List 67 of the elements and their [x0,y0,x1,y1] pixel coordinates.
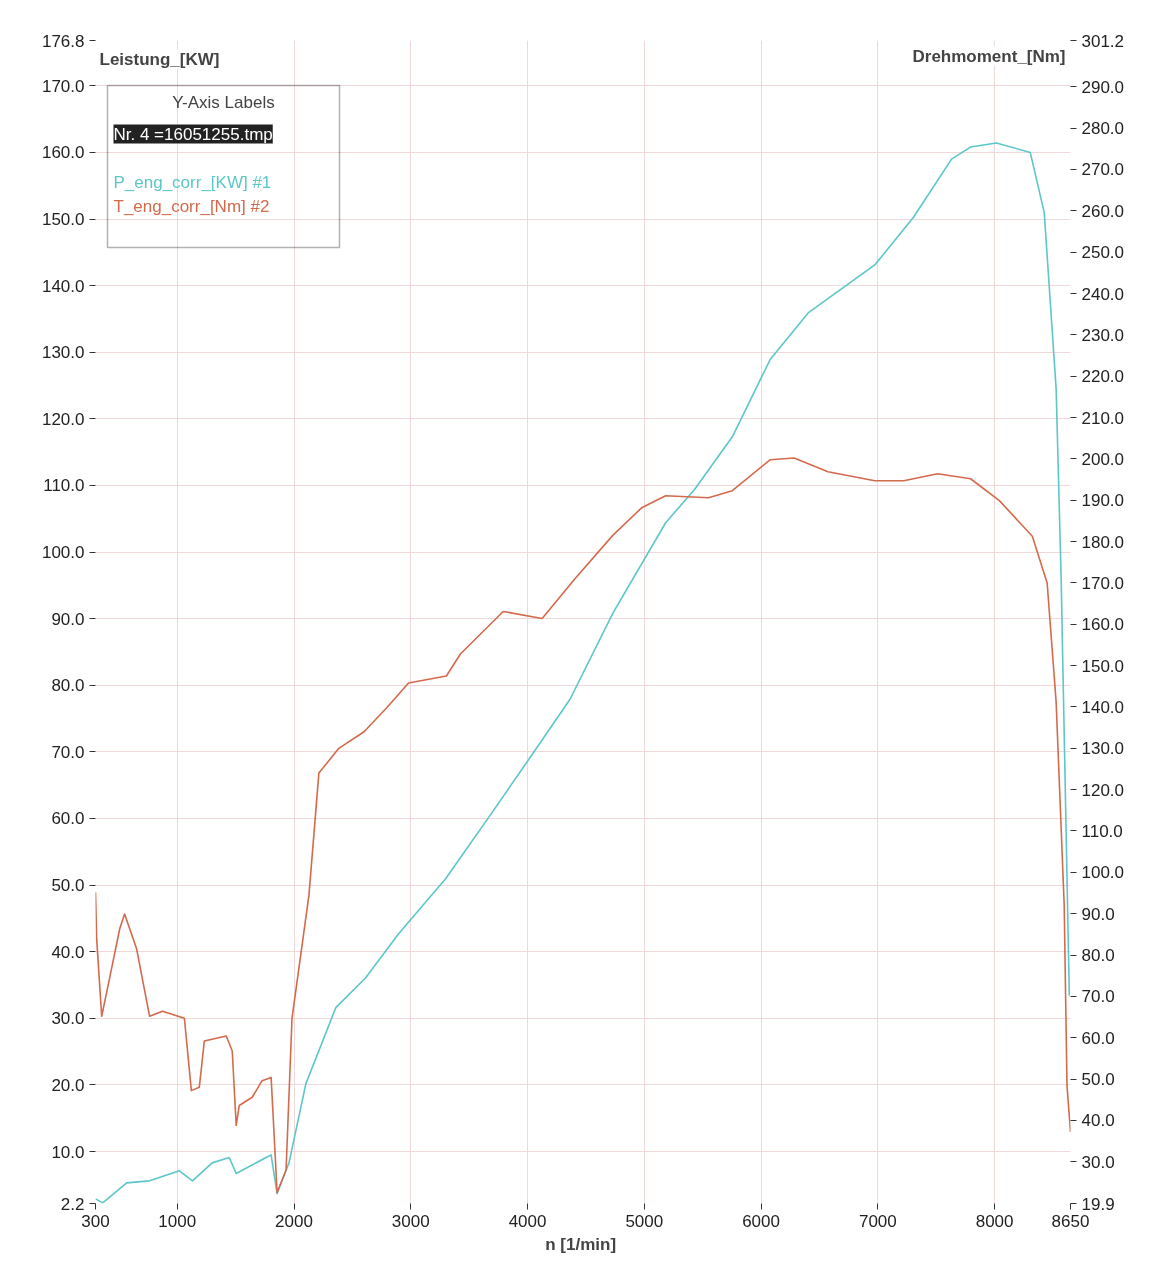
y2-tick-label: 90.0 [1081,904,1115,924]
y2-tick-label: 50.0 [1081,1070,1115,1090]
y-tick-label: 120.0 [41,409,85,429]
y2-tick-label: 260.0 [1081,201,1125,221]
y2-tick-label: 60.0 [1081,1028,1115,1048]
y-axis-title: Leistung_[KW] [99,49,220,69]
y2-tick-label: 120.0 [1081,780,1125,800]
y-tick-label: 90.0 [51,609,85,629]
y-tick-label: 40.0 [51,942,85,962]
y2-tick-label: 30.0 [1081,1152,1115,1172]
y2-tick-label: 240.0 [1081,284,1125,304]
y2-tick-label: 190.0 [1081,491,1125,511]
y-tick-label: 176.8 [41,31,85,51]
legend-title: Y-Axis Labels [172,92,275,112]
y2-tick-label: 200.0 [1081,449,1125,469]
y2-axis-title: Drehmoment_[Nm] [912,46,1066,66]
x-tick-label: 5000 [625,1211,664,1231]
x-tick-label: 4000 [508,1211,547,1231]
x-tick-label: 3000 [391,1211,430,1231]
y2-tick-label: 19.9 [1081,1194,1115,1214]
y2-tick-label: 80.0 [1081,946,1115,966]
x-tick-label: 2000 [275,1211,313,1231]
y2-tick-label: 130.0 [1081,739,1125,759]
y-tick-label: 140.0 [41,276,85,296]
y2-tick-label: 220.0 [1081,367,1125,387]
text: T_eng_corr_[Nm] #2 [113,196,270,216]
y-tick-label: 20.0 [51,1075,85,1095]
y2-tick-label: 301.2 [1081,31,1125,51]
line-series [95,142,1071,1204]
y2-tick-label: 210.0 [1081,408,1125,428]
text: P_eng_corr_[KW] #1 [113,172,272,192]
x-tick-label: 8000 [975,1211,1014,1231]
x-axis-title: n [1/min] [545,1234,617,1254]
x-tick-label: 7000 [858,1211,897,1231]
y-tick-label: 160.0 [41,143,85,163]
y-tick-label: 130.0 [41,343,85,363]
y2-tick-label: 230.0 [1081,325,1125,345]
y2-tick-label: 160.0 [1081,615,1125,635]
y-tick-label: 70.0 [51,742,85,762]
y2-tick-label: 290.0 [1081,77,1125,97]
y2-tick-label: 140.0 [1081,697,1125,717]
y2-tick-label: 110.0 [1081,821,1123,841]
annotation: Nr. 4 =16051255.tmp [113,124,273,144]
y-tick-label: 2.2 [60,1194,85,1214]
y-tick-label: 150.0 [41,210,85,230]
x-tick-label: 300 [81,1211,110,1231]
y2-tick-label: 170.0 [1081,573,1125,593]
y-tick-label: 10.0 [51,1142,85,1162]
x-tick-label: 6000 [742,1211,780,1231]
y2-tick-label: 180.0 [1081,532,1125,552]
y-tick-label: 100.0 [41,543,85,563]
x-tick-label: 1000 [158,1211,197,1231]
y2-tick-label: 70.0 [1081,987,1115,1007]
y-tick-label: 110.0 [43,476,85,496]
y-tick-label: 80.0 [51,676,85,696]
y2-tick-label: 100.0 [1081,863,1125,883]
y2-tick-label: 40.0 [1081,1111,1115,1131]
y-tick-label: 60.0 [51,809,85,829]
y-tick-label: 50.0 [51,876,85,896]
y2-tick-label: 270.0 [1081,160,1125,180]
x-tick-label: 8650 [1051,1211,1090,1231]
y2-tick-label: 280.0 [1081,119,1125,139]
line-series [95,457,1071,1194]
y2-tick-label: 150.0 [1081,656,1125,676]
y-tick-label: 170.0 [41,76,85,96]
y-tick-label: 30.0 [51,1009,85,1029]
y2-tick-label: 250.0 [1081,243,1125,263]
